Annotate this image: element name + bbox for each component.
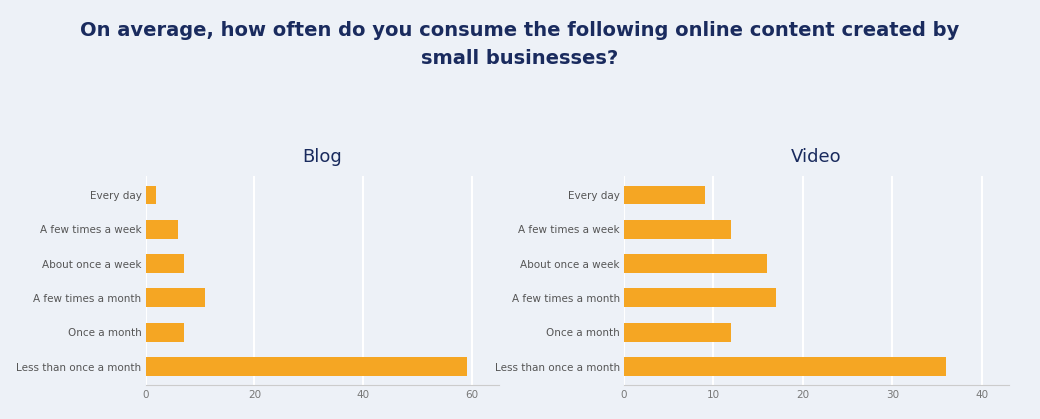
- Bar: [146, 288, 206, 307]
- Bar: [624, 220, 731, 239]
- Bar: [146, 357, 467, 376]
- Bar: [624, 186, 704, 204]
- Title: Video: Video: [791, 148, 841, 166]
- Bar: [146, 220, 178, 239]
- Bar: [624, 254, 768, 273]
- Bar: [624, 288, 776, 307]
- Bar: [146, 323, 184, 341]
- Text: On average, how often do you consume the following online content created by
sma: On average, how often do you consume the…: [80, 21, 960, 68]
- Bar: [624, 357, 946, 376]
- Bar: [146, 254, 184, 273]
- Bar: [146, 186, 156, 204]
- Bar: [624, 323, 731, 341]
- Title: Blog: Blog: [303, 148, 342, 166]
